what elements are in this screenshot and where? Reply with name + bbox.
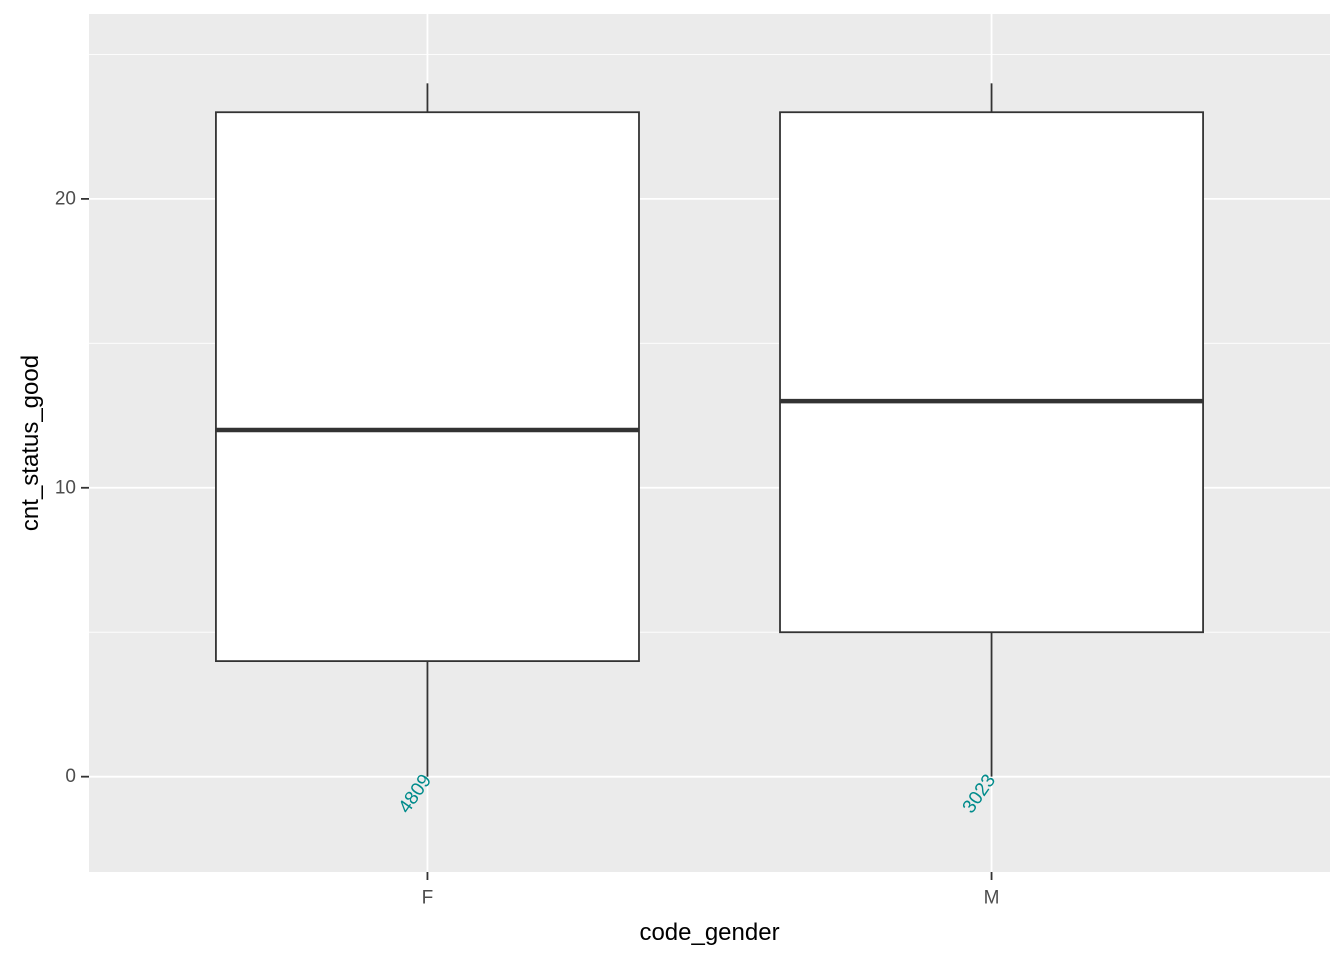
x-tick-label-F: F: [422, 888, 434, 909]
box-M: [779, 83, 1204, 777]
y-tick-label: 0: [65, 766, 76, 787]
box-F: [215, 83, 640, 777]
boxplot-group: [215, 83, 1204, 777]
x-axis-title: code_gender: [639, 919, 779, 946]
y-tick-label: 10: [55, 477, 76, 498]
box-iqr: [779, 111, 1204, 634]
y-axis: 0 10 20: [55, 188, 89, 787]
y-axis-title: cnt_status_good: [17, 355, 44, 531]
y-tick-label: 20: [55, 188, 76, 209]
box-iqr: [215, 111, 640, 663]
x-tick-label-M: M: [984, 888, 1000, 909]
